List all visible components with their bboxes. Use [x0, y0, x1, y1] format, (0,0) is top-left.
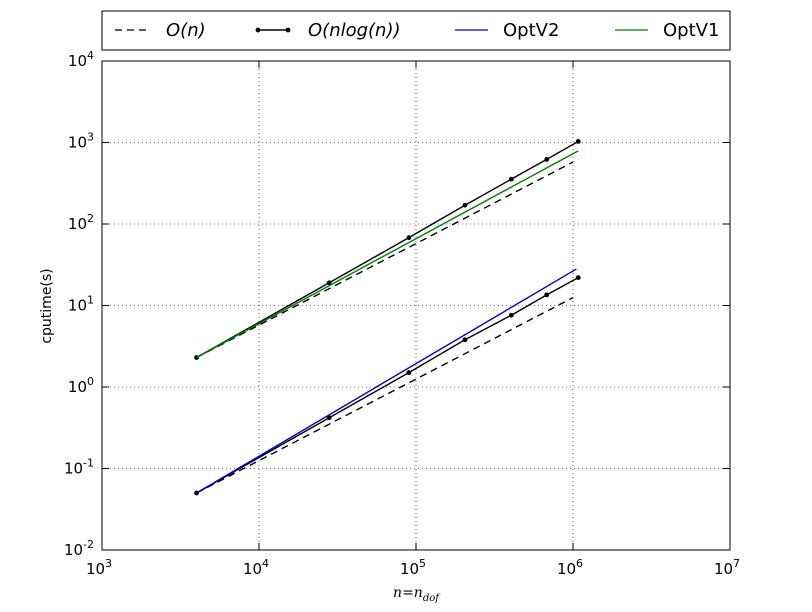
data-point-o-nlog-n-upper	[406, 235, 412, 241]
legend-marker-o-nlogn-left	[255, 27, 261, 33]
data-point-o-nlog-n-lower	[508, 312, 514, 318]
y-tick-label: 100	[68, 375, 94, 396]
y-tick-label: 101	[68, 294, 94, 315]
series-line-optv2-lower	[196, 268, 577, 494]
x-axis: 103 104 105 106 107	[86, 61, 740, 578]
legend: O(n) O(nlog(n)) OptV2 OptV1	[101, 10, 731, 51]
legend-label-o-n: O(n)	[166, 20, 206, 41]
legend-label-optv2: OptV2	[503, 20, 559, 41]
y-tick-label: 10-2	[64, 538, 94, 559]
data-point-o-nlog-n-upper	[508, 176, 514, 182]
x-tick-label: 104	[243, 557, 269, 578]
data-point-o-nlog-n-lower	[462, 337, 468, 343]
x-tick-label: 105	[400, 557, 426, 578]
grid	[102, 61, 730, 550]
data-point-o-nlog-n-upper	[575, 139, 581, 144]
legend-label-o-nlogn: O(nlog(n))	[308, 20, 401, 41]
series-line-optv1-upper	[196, 150, 579, 359]
data-point-o-nlog-n-lower	[406, 370, 412, 376]
series-layer	[194, 139, 581, 496]
y-tick-label: 10-1	[64, 457, 94, 478]
x-axis-label-subscript: dof	[423, 593, 441, 604]
y-tick-label: 104	[68, 49, 94, 70]
data-point-o-nlog-n-lower	[575, 275, 581, 280]
legend-label-optv1: OptV1	[663, 20, 719, 41]
x-tick-label: 103	[86, 557, 112, 578]
y-tick-label: 103	[68, 131, 94, 152]
x-tick-label: 107	[714, 557, 740, 578]
y-tick-label: 102	[68, 212, 94, 233]
data-point-o-nlog-n-lower	[544, 292, 550, 298]
data-point-o-nlog-n-upper	[326, 280, 332, 286]
x-tick-label: 106	[557, 557, 583, 578]
data-point-o-nlog-n-lower	[326, 415, 332, 421]
data-point-o-nlog-n-upper	[462, 202, 468, 208]
x-axis-label: n=ndof	[393, 585, 441, 604]
series-line-o-n-upper	[196, 161, 574, 359]
series-line-o-n-lower	[196, 296, 574, 494]
y-axis-label: cputime(s)	[39, 268, 55, 343]
legend-marker-o-nlogn-right	[285, 27, 291, 33]
y-axis: 10-2 10-1 100 101 102 103 104	[64, 49, 730, 559]
data-point-o-nlog-n-upper	[544, 157, 550, 162]
x-axis-label-base: n=n	[393, 585, 423, 601]
